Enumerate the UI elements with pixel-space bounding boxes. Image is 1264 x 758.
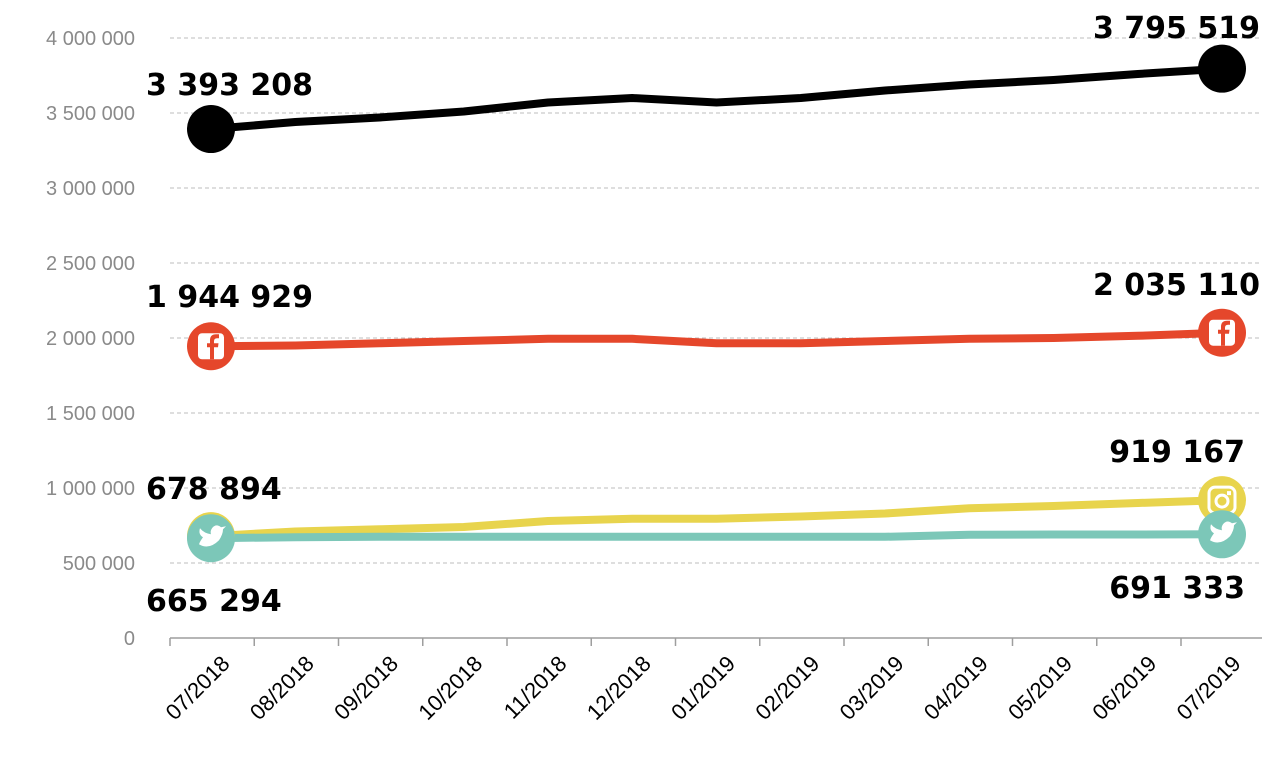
twitter-start-label: 665 294 xyxy=(146,584,282,619)
twitter-end-label: 691 333 xyxy=(1109,571,1245,606)
x-axis-tick-labels: 07/2018 08/2018 09/2018 10/2018 11/2018 12/20… xyxy=(161,651,1246,725)
y-axis-tick-labels: 0 500 000 1 000 000 1 500 000 2 000 000 2 500… xyxy=(46,28,135,650)
grid-lines xyxy=(170,37,1262,564)
x-tick-label: 09/2018 xyxy=(329,651,403,725)
total-marker xyxy=(187,105,235,154)
twitter-bird-glyph xyxy=(199,525,226,547)
x-tick-label: 08/2018 xyxy=(245,651,319,725)
x-tick-label: 02/2019 xyxy=(750,651,824,725)
y-tick-label: 1 500 000 xyxy=(46,403,135,425)
y-tick-label: 0 xyxy=(124,628,135,650)
instagram-series-line xyxy=(207,496,1226,541)
data-labels: 3 393 208 3 795 519 1 944 929 2 035 110 678 … xyxy=(146,11,1260,619)
x-axis xyxy=(169,637,1262,646)
x-tick-label: 12/2018 xyxy=(582,651,656,725)
instagram-icon-flash xyxy=(1227,491,1231,496)
facebook-icon xyxy=(198,333,224,360)
y-tick-label: 4 000 000 xyxy=(46,28,135,50)
y-tick-label: 2 500 000 xyxy=(46,253,135,275)
y-tick-label: 3 000 000 xyxy=(46,178,135,200)
facebook-f-glyph xyxy=(207,334,219,360)
facebook-start-label: 1 944 929 xyxy=(146,280,313,315)
twitter-series-line xyxy=(207,530,1226,543)
twitter-bird-glyph xyxy=(1210,521,1237,543)
instagram-icon-lens xyxy=(1214,493,1230,509)
series-markers xyxy=(187,44,1246,563)
facebook-series-line xyxy=(207,328,1226,351)
instagram-start-label: 678 894 xyxy=(146,472,282,507)
instagram-end-label: 919 167 xyxy=(1109,435,1245,470)
y-tick-label: 2 000 000 xyxy=(46,328,135,350)
total-series-line xyxy=(207,64,1226,133)
total-start-label: 3 393 208 xyxy=(146,68,313,103)
series-lines xyxy=(207,64,1226,543)
x-tick-label: 05/2019 xyxy=(1003,651,1077,725)
y-tick-label: 3 500 000 xyxy=(46,103,135,125)
facebook-f-glyph xyxy=(1218,320,1230,346)
total-marker xyxy=(1198,44,1246,93)
x-tick-label: 07/2019 xyxy=(1172,651,1246,725)
x-tick-label: 11/2018 xyxy=(499,651,572,724)
x-tick-label: 06/2019 xyxy=(1087,651,1161,725)
facebook-icon xyxy=(1209,319,1235,346)
y-tick-label: 500 000 xyxy=(63,553,135,575)
x-tick-label: 10/2018 xyxy=(413,651,487,725)
total-end-label: 3 795 519 xyxy=(1093,11,1260,46)
twitter-icon xyxy=(199,525,226,547)
facebook-end-label: 2 035 110 xyxy=(1093,268,1260,303)
y-tick-label: 1 000 000 xyxy=(46,478,135,500)
x-tick-label: 07/2018 xyxy=(161,651,235,725)
x-tick-label: 03/2019 xyxy=(835,651,909,725)
x-tick-label: 01/2019 xyxy=(666,651,740,725)
twitter-icon xyxy=(1210,521,1237,543)
x-tick-label: 04/2019 xyxy=(919,651,993,725)
